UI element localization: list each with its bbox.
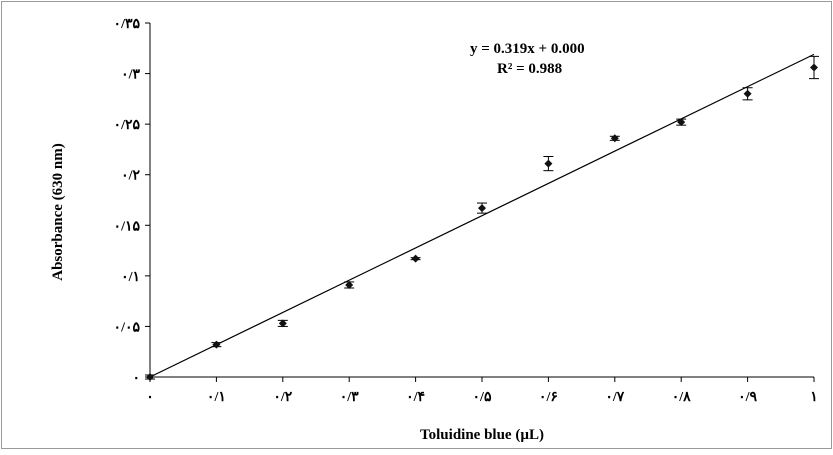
x-tick-label: ۰ bbox=[146, 390, 154, 405]
y-tick-label: ۰/۳۵ bbox=[114, 17, 141, 32]
data-point bbox=[610, 134, 619, 143]
y-tick-label: ۰/۲۵ bbox=[114, 118, 141, 133]
y-tick-label: ۰/۰۵ bbox=[114, 320, 141, 335]
trendline bbox=[149, 53, 815, 378]
data-point bbox=[544, 159, 553, 168]
x-tick-label: ۰/۸ bbox=[672, 390, 691, 405]
data-point bbox=[212, 340, 221, 349]
x-tick-label: ۰/۱ bbox=[207, 390, 226, 405]
data-point bbox=[478, 204, 486, 213]
x-tick-label: ۰/۵ bbox=[473, 390, 492, 405]
y-ticks: ۰ ۰/۰۵ ۰/۱ ۰/۱۵ ۰/۲ ۰/۲۵ ۰/۳ ۰/۳۵ bbox=[114, 17, 150, 386]
y-tick-label: ۰/۲ bbox=[121, 169, 140, 184]
data-point bbox=[677, 118, 686, 127]
data-point bbox=[146, 373, 154, 381]
x-axis-title: Toluidine blue (µL) bbox=[420, 427, 544, 443]
x-tick-label: ۰/۹ bbox=[738, 390, 757, 405]
x-tick-label: ۰/۴ bbox=[406, 390, 425, 405]
data-point bbox=[810, 63, 818, 72]
x-tick-label: ۰/۶ bbox=[539, 390, 558, 405]
x-tick-label: ۰/۲ bbox=[273, 390, 292, 405]
data-point bbox=[743, 89, 752, 98]
y-tick-label: ۰ bbox=[132, 371, 140, 386]
equation-label: y = 0.319x + 0.000 bbox=[470, 41, 585, 57]
x-tick-label: ۰/۳ bbox=[340, 390, 359, 405]
y-tick-label: ۰/۳ bbox=[121, 68, 140, 83]
y-axis-title: Absorbance (630 nm) bbox=[50, 143, 66, 281]
data-point bbox=[411, 254, 420, 263]
data-point bbox=[278, 319, 287, 328]
x-tick-label: ۰/۷ bbox=[605, 390, 624, 405]
y-tick-label: ۰/۱ bbox=[121, 270, 140, 285]
data-points bbox=[146, 63, 818, 381]
x-tick-label: ۱ bbox=[810, 390, 818, 405]
y-tick-label: ۰/۱۵ bbox=[114, 219, 141, 234]
r-squared-label: R² = 0.988 bbox=[497, 61, 562, 77]
x-ticks: ۰ ۰/۱ ۰/۲ ۰/۳ ۰/۴ ۰/۵ ۰/۶ ۰/۷ ۰/۸ ۰/۹ ۱ bbox=[146, 377, 818, 405]
data-point bbox=[345, 280, 354, 289]
